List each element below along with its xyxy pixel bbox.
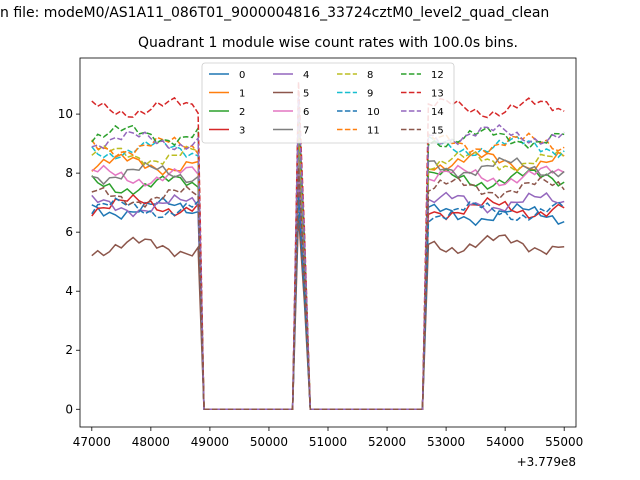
legend-label-9: 9	[367, 89, 373, 100]
series-line-12	[91, 99, 565, 411]
series-line-1	[91, 125, 565, 411]
y-tick-label: 0	[65, 402, 73, 416]
series-line-10	[91, 196, 565, 411]
series-line-5	[91, 214, 565, 411]
series-line-6	[91, 143, 565, 411]
series-line-0	[91, 187, 565, 411]
legend-label-14: 14	[431, 107, 444, 118]
legend-label-1: 1	[239, 89, 245, 100]
x-tick-label: 51000	[309, 435, 347, 449]
series-line-14	[91, 96, 565, 411]
legend-label-5: 5	[303, 89, 309, 100]
series-line-3	[91, 178, 565, 411]
series-line-4	[91, 173, 565, 411]
y-tick-label: 2	[65, 343, 73, 357]
series-line-8	[91, 119, 565, 411]
x-offset-label: +3.779e8	[517, 455, 576, 469]
legend-label-3: 3	[239, 126, 245, 137]
x-tick-label: 53000	[427, 435, 465, 449]
series-line-2	[91, 155, 565, 411]
legend-label-8: 8	[367, 70, 373, 81]
figure-suptitle: n file: modeM0/AS1A11_086T01_9000004816_…	[0, 5, 550, 21]
legend-label-10: 10	[367, 107, 380, 118]
legend-label-0: 0	[239, 70, 245, 81]
series-line-11	[91, 108, 565, 411]
x-tick-label: 48000	[132, 435, 170, 449]
y-tick-label: 6	[65, 225, 73, 239]
legend-label-13: 13	[431, 89, 444, 100]
x-tick-label: 50000	[250, 435, 288, 449]
legend-label-2: 2	[239, 107, 245, 118]
legend-label-15: 15	[431, 126, 444, 137]
chart-title: Quadrant 1 module wise count rates with …	[138, 35, 518, 51]
series-line-15	[91, 167, 565, 411]
x-tick-label: 49000	[191, 435, 229, 449]
legend-label-11: 11	[367, 126, 380, 137]
y-tick-label: 8	[65, 166, 73, 180]
legend-label-12: 12	[431, 70, 444, 81]
y-tick-label: 4	[65, 284, 73, 298]
legend-label-6: 6	[303, 107, 309, 118]
x-tick-label: 55000	[545, 435, 583, 449]
legend-box	[201, 62, 455, 144]
series-group	[91, 81, 565, 411]
x-tick-label: 54000	[486, 435, 524, 449]
x-tick-label: 52000	[368, 435, 406, 449]
x-tick-label: 47000	[73, 435, 111, 449]
legend-label-7: 7	[303, 126, 309, 137]
legend-label-4: 4	[303, 70, 309, 81]
y-tick-label: 10	[58, 107, 73, 121]
